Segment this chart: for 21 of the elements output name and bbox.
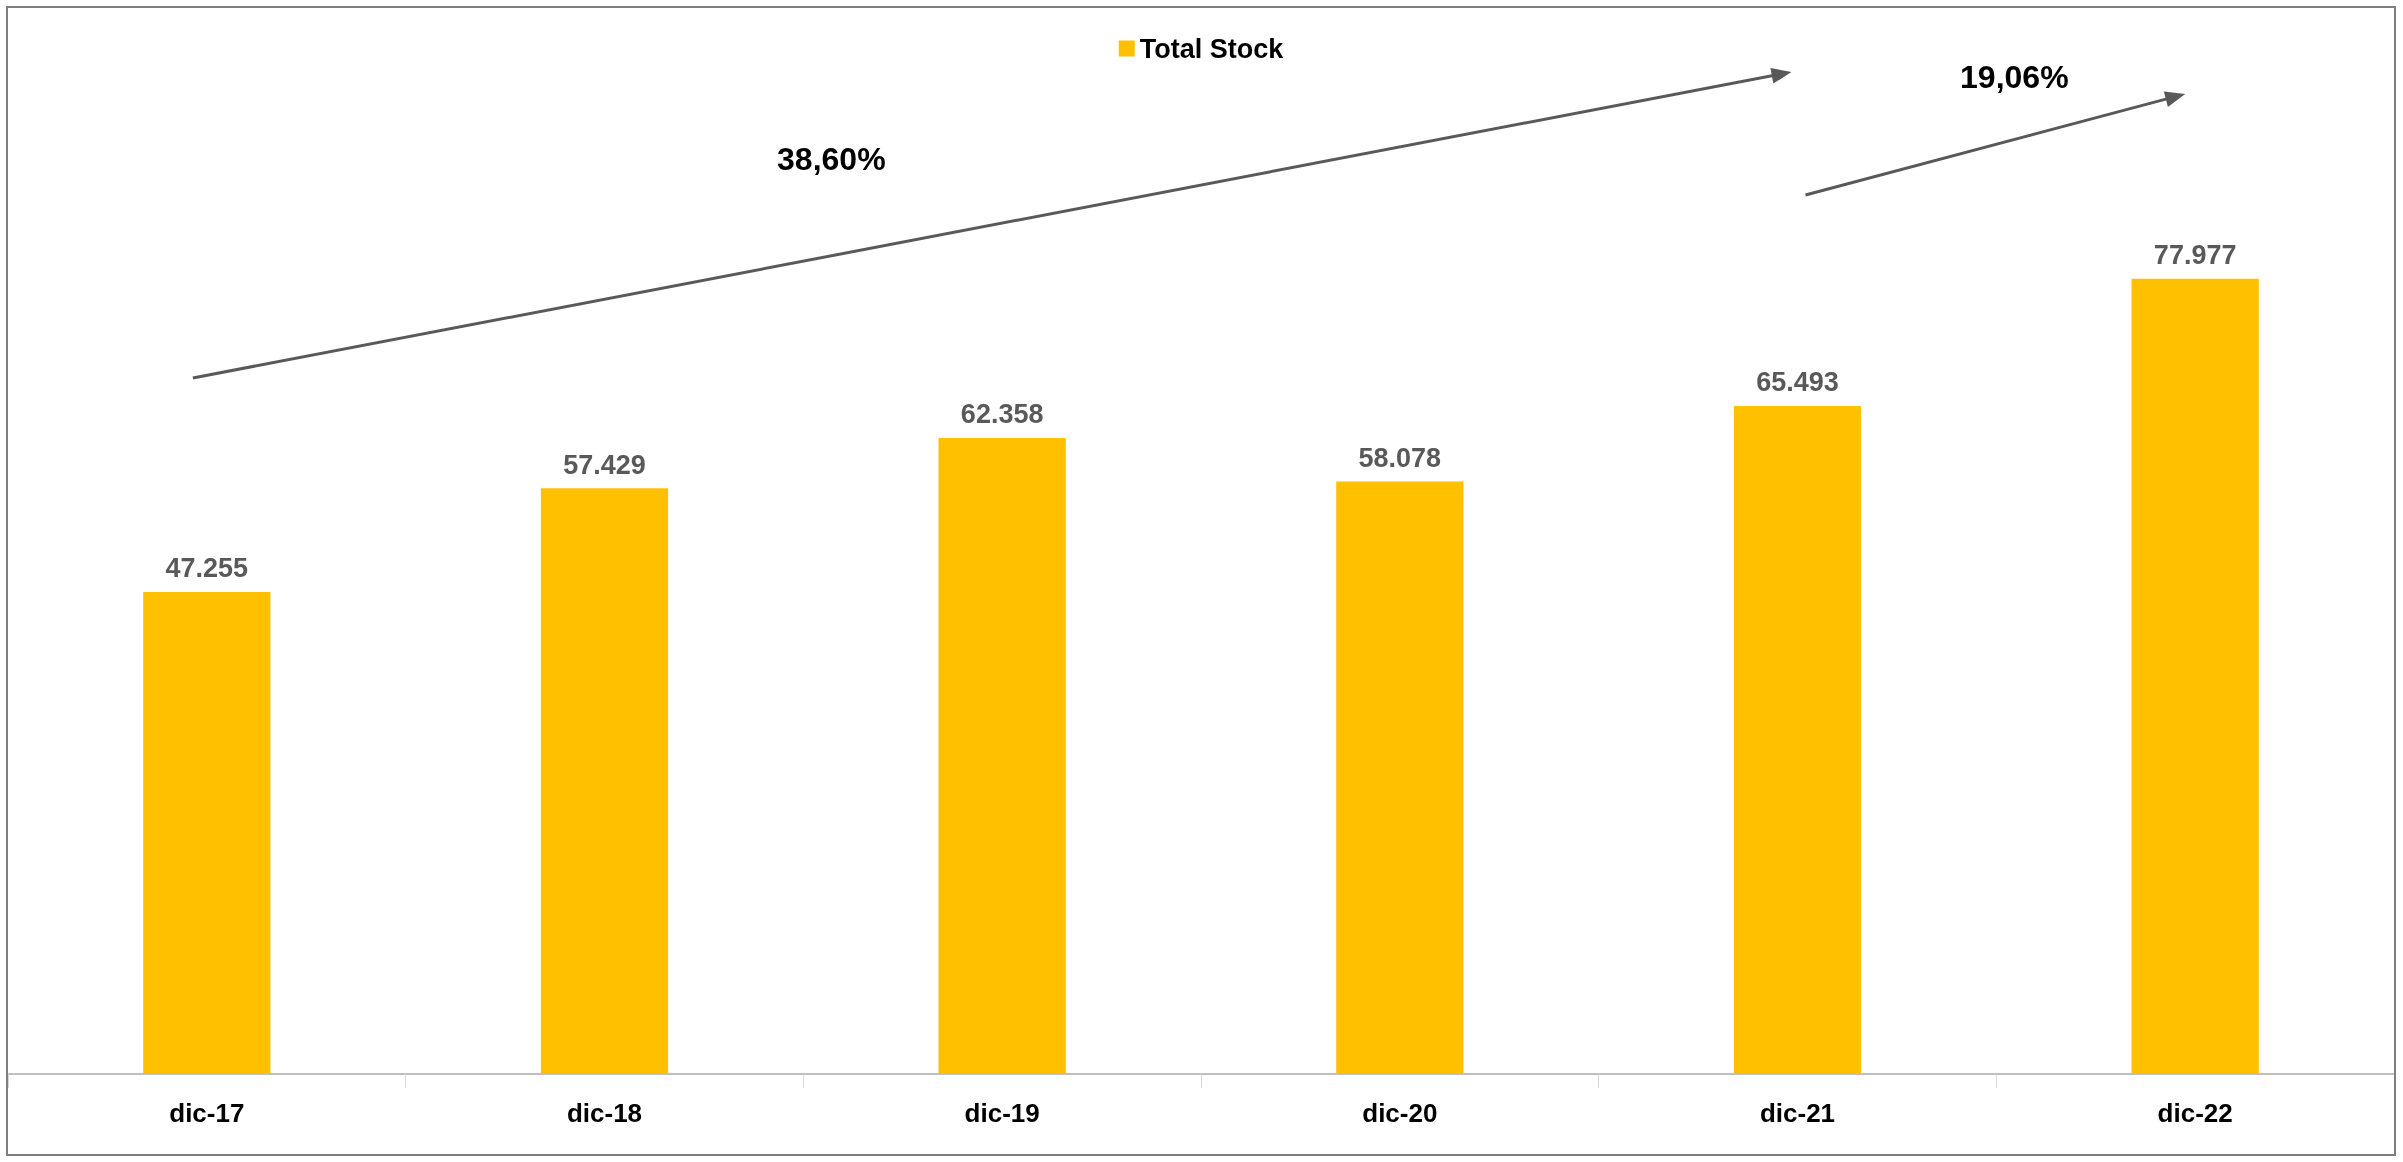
data-label: 47.255 xyxy=(165,553,249,584)
x-tick-label: dic-17 xyxy=(169,1098,245,1128)
data-label: 77.977 xyxy=(2153,240,2237,271)
text: 38,60% xyxy=(777,141,886,177)
x-tick-label: dic-18 xyxy=(566,1098,643,1128)
bar xyxy=(1336,481,1464,1074)
data-label: 58.078 xyxy=(1358,443,1442,474)
bar xyxy=(938,437,1066,1074)
bar xyxy=(1733,405,1862,1074)
x-tick-label: dic-20 xyxy=(1362,1098,1438,1128)
bar xyxy=(540,488,669,1074)
x-tick-label: dic-22 xyxy=(2157,1098,2233,1128)
x-tick-label: dic-21 xyxy=(1759,1098,1836,1128)
data-label: 57.429 xyxy=(563,449,646,480)
data-label: 65.493 xyxy=(1756,367,1839,398)
legend-label: Total Stock xyxy=(1139,33,1285,64)
text: 19,06% xyxy=(1960,59,2069,95)
bar xyxy=(143,592,271,1074)
x-tick-label: dic-19 xyxy=(964,1098,1040,1128)
data-label: 62.358 xyxy=(960,399,1044,430)
bar xyxy=(2131,278,2259,1074)
